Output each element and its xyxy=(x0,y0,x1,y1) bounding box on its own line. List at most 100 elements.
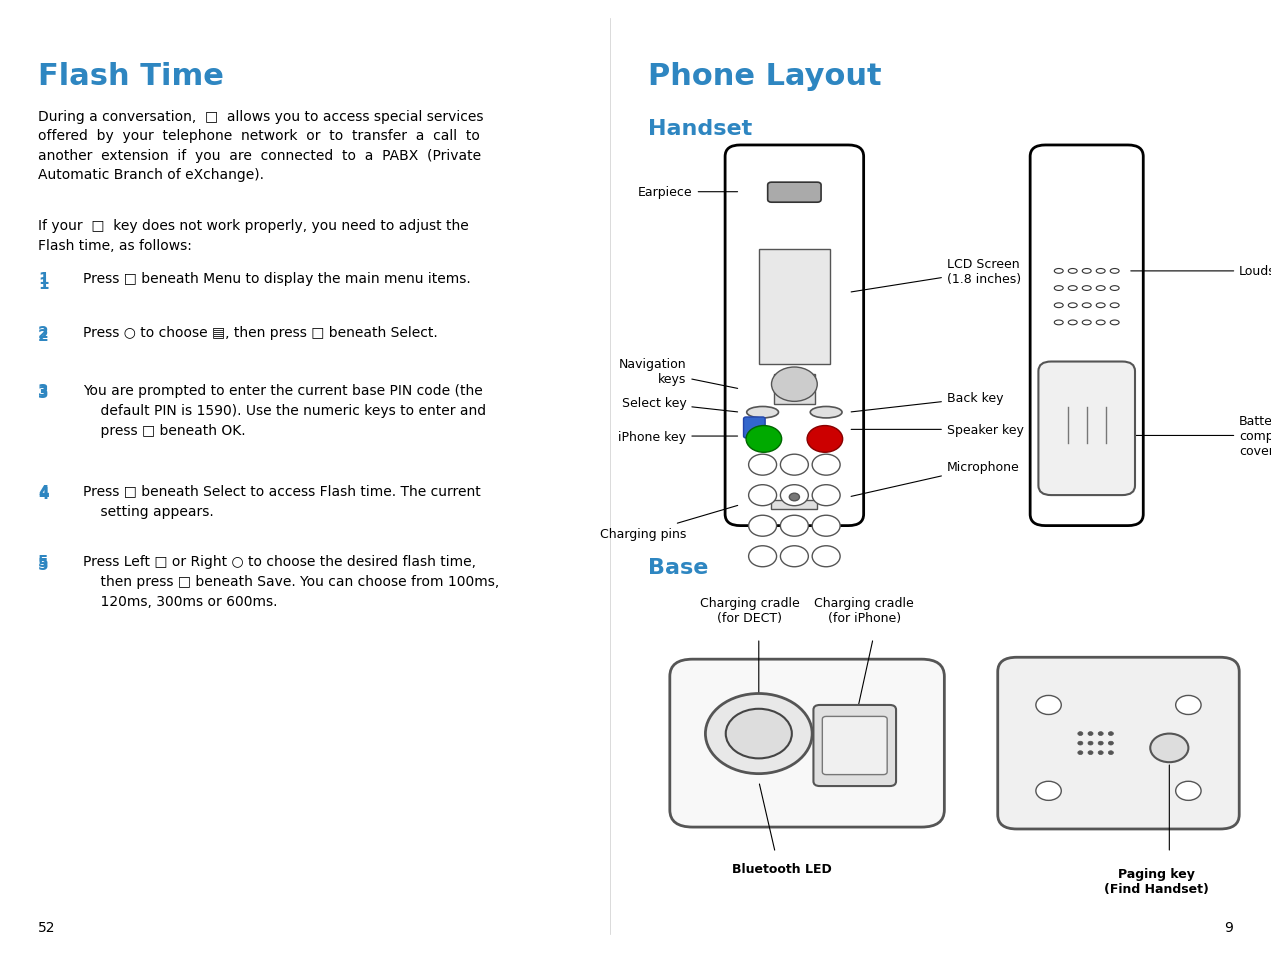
FancyBboxPatch shape xyxy=(768,183,821,203)
Circle shape xyxy=(749,455,777,476)
Ellipse shape xyxy=(1111,320,1118,326)
FancyBboxPatch shape xyxy=(1031,146,1144,526)
Text: Press ○ to choose ▤, then press □ beneath Select.: Press ○ to choose ▤, then press □ beneat… xyxy=(83,326,437,340)
Text: Select key: Select key xyxy=(622,396,737,413)
Text: 1: 1 xyxy=(38,272,48,287)
Ellipse shape xyxy=(1082,320,1091,326)
Circle shape xyxy=(1078,732,1083,736)
Text: Flash Time: Flash Time xyxy=(38,62,224,91)
Text: Base: Base xyxy=(648,558,709,578)
Circle shape xyxy=(789,494,799,501)
Circle shape xyxy=(1078,751,1083,755)
Text: Phone Layout: Phone Layout xyxy=(648,62,882,91)
FancyBboxPatch shape xyxy=(822,717,887,775)
Circle shape xyxy=(1098,732,1103,736)
Ellipse shape xyxy=(1111,270,1118,274)
Circle shape xyxy=(807,426,843,453)
Circle shape xyxy=(1088,741,1093,745)
Text: Navigation
keys: Navigation keys xyxy=(619,357,737,389)
Circle shape xyxy=(1036,781,1061,801)
FancyBboxPatch shape xyxy=(744,417,765,438)
Text: Charging pins: Charging pins xyxy=(600,506,737,540)
Circle shape xyxy=(1078,741,1083,745)
Text: Bluetooth LED: Bluetooth LED xyxy=(732,862,831,876)
Ellipse shape xyxy=(1055,287,1063,292)
Text: 9: 9 xyxy=(1224,920,1233,934)
Text: LCD Screen
(1.8 inches): LCD Screen (1.8 inches) xyxy=(852,257,1021,293)
Text: Charging cradle
(for iPhone): Charging cradle (for iPhone) xyxy=(815,597,914,624)
Text: You are prompted to enter the current base PIN code (the
    default PIN is 1590: You are prompted to enter the current ba… xyxy=(83,383,486,437)
Circle shape xyxy=(749,546,777,567)
FancyBboxPatch shape xyxy=(1038,362,1135,496)
Text: 5: 5 xyxy=(38,558,48,573)
FancyBboxPatch shape xyxy=(670,659,944,827)
Text: Back key: Back key xyxy=(852,392,1003,413)
FancyBboxPatch shape xyxy=(813,705,896,786)
Ellipse shape xyxy=(1055,270,1063,274)
FancyBboxPatch shape xyxy=(724,146,864,526)
Circle shape xyxy=(780,485,808,506)
FancyBboxPatch shape xyxy=(998,658,1239,829)
Ellipse shape xyxy=(1055,304,1063,309)
Circle shape xyxy=(771,368,817,402)
Circle shape xyxy=(749,485,777,506)
Text: 4: 4 xyxy=(38,486,48,501)
Ellipse shape xyxy=(1096,320,1104,326)
Text: 1: 1 xyxy=(38,276,48,292)
Ellipse shape xyxy=(1096,304,1104,309)
Text: 52: 52 xyxy=(38,920,56,934)
Ellipse shape xyxy=(1111,287,1118,292)
Text: Handset: Handset xyxy=(648,119,752,139)
Text: Battery
compartment
cover: Battery compartment cover xyxy=(1131,415,1271,457)
Circle shape xyxy=(812,516,840,537)
Text: During a conversation,  □  allows you to access special services
offered  by  yo: During a conversation, □ allows you to a… xyxy=(38,110,484,182)
Circle shape xyxy=(812,546,840,567)
Circle shape xyxy=(1176,781,1201,801)
Text: iPhone key: iPhone key xyxy=(618,430,737,443)
Circle shape xyxy=(1108,751,1113,755)
Circle shape xyxy=(1176,696,1201,715)
Circle shape xyxy=(749,516,777,537)
Text: Microphone: Microphone xyxy=(852,460,1019,497)
Text: If your  □  key does not work properly, you need to adjust the
Flash time, as fo: If your □ key does not work properly, yo… xyxy=(38,219,469,253)
Ellipse shape xyxy=(811,407,841,418)
Ellipse shape xyxy=(1111,304,1118,309)
Ellipse shape xyxy=(1082,304,1091,309)
Text: Loudspeaker: Loudspeaker xyxy=(1131,265,1271,278)
Bar xyxy=(774,375,815,405)
Ellipse shape xyxy=(1068,304,1077,309)
Ellipse shape xyxy=(1068,270,1077,274)
Text: Press □ beneath Select to access Flash time. The current
    setting appears.: Press □ beneath Select to access Flash t… xyxy=(83,484,480,518)
Circle shape xyxy=(1088,732,1093,736)
Circle shape xyxy=(705,694,812,774)
Text: Earpiece: Earpiece xyxy=(638,186,737,199)
Text: 5: 5 xyxy=(38,555,48,570)
Ellipse shape xyxy=(1096,287,1104,292)
Text: 3: 3 xyxy=(38,383,48,398)
Circle shape xyxy=(1108,741,1113,745)
Text: 2: 2 xyxy=(38,329,48,344)
Ellipse shape xyxy=(747,407,778,418)
Circle shape xyxy=(1108,732,1113,736)
Circle shape xyxy=(780,546,808,567)
Circle shape xyxy=(726,709,792,759)
Circle shape xyxy=(1036,696,1061,715)
Circle shape xyxy=(746,426,782,453)
Circle shape xyxy=(812,455,840,476)
Ellipse shape xyxy=(1096,270,1104,274)
Bar xyxy=(771,500,817,510)
Text: Press □ beneath Menu to display the main menu items.: Press □ beneath Menu to display the main… xyxy=(83,272,470,286)
Ellipse shape xyxy=(1068,287,1077,292)
Circle shape xyxy=(780,516,808,537)
Circle shape xyxy=(780,455,808,476)
Ellipse shape xyxy=(1082,270,1091,274)
Text: 3: 3 xyxy=(38,386,48,401)
Text: Charging cradle
(for DECT): Charging cradle (for DECT) xyxy=(700,597,799,624)
Circle shape xyxy=(1088,751,1093,755)
Circle shape xyxy=(1150,734,1188,762)
Text: 4: 4 xyxy=(38,484,48,499)
Text: 2: 2 xyxy=(38,326,48,341)
Text: Press Left □ or Right ○ to choose the desired flash time,
    then press □ benea: Press Left □ or Right ○ to choose the de… xyxy=(83,555,498,609)
Ellipse shape xyxy=(1068,320,1077,326)
Circle shape xyxy=(1098,741,1103,745)
